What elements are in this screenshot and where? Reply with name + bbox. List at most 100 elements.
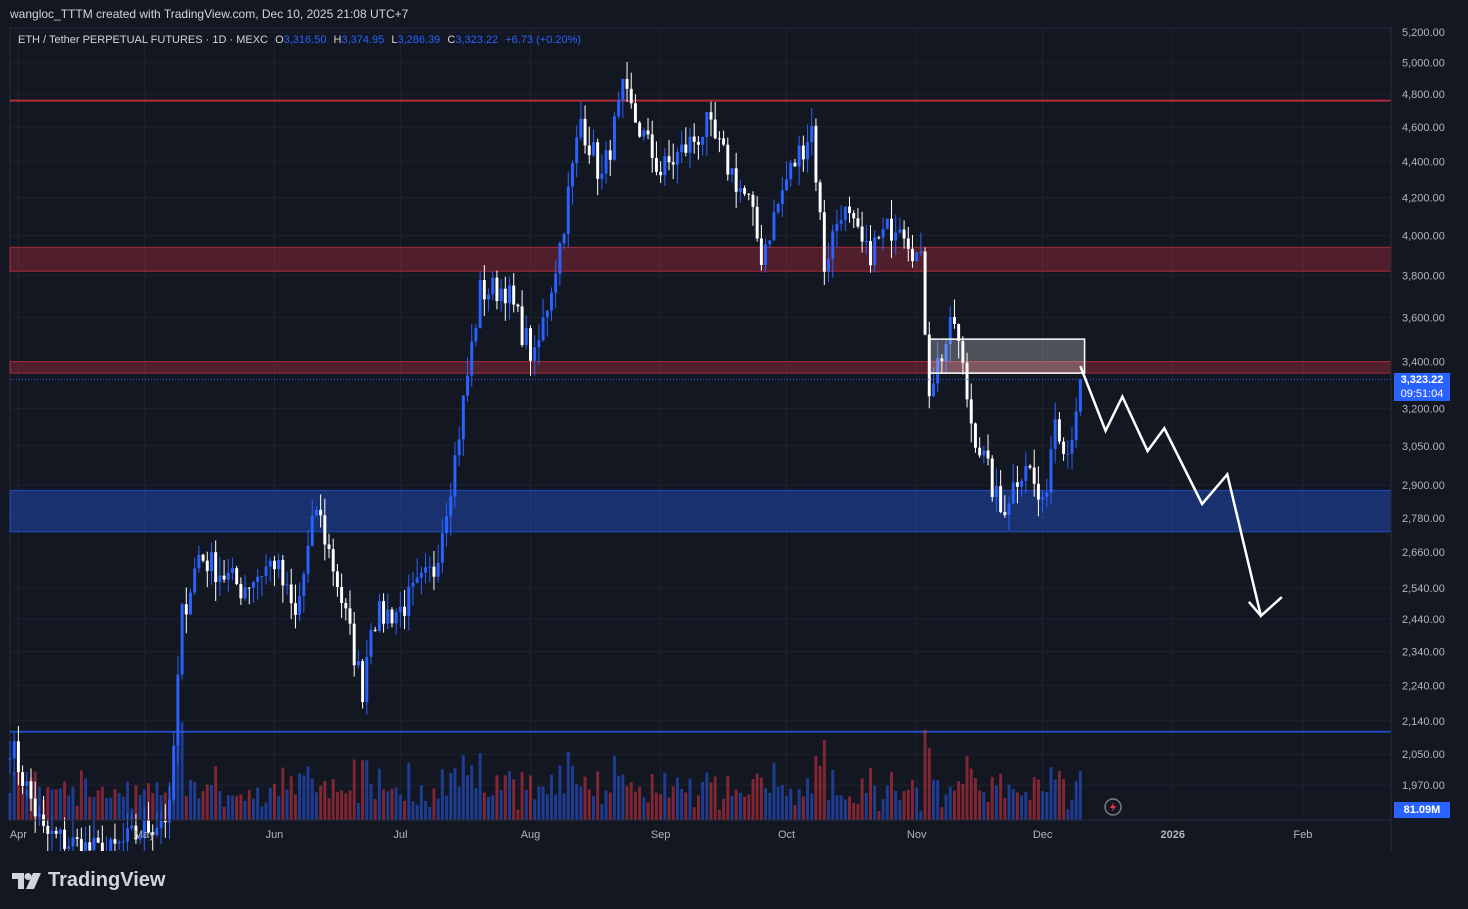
- y-tick-label: 3,800.00: [1402, 270, 1445, 282]
- y-tick-label: 4,800.00: [1402, 89, 1445, 101]
- candle-body: [306, 545, 310, 574]
- candle-body: [445, 516, 449, 534]
- y-tick-label: 5,200.00: [1402, 27, 1445, 39]
- volume-bar: [579, 786, 583, 820]
- volume-bar: [759, 777, 763, 820]
- tradingview-logo[interactable]: TradingView: [12, 869, 165, 892]
- volume-bar: [835, 795, 839, 820]
- volume-bar: [587, 789, 591, 820]
- volume-bar: [508, 771, 511, 820]
- volume-bar: [881, 799, 885, 820]
- candle-body: [151, 832, 155, 836]
- volume-bar: [184, 795, 188, 820]
- candle-body: [1066, 453, 1070, 455]
- candle-body: [503, 288, 507, 304]
- candle-body: [356, 661, 360, 666]
- candle-body: [293, 603, 297, 615]
- volume-bar: [990, 776, 994, 820]
- volume-bar: [159, 795, 163, 820]
- bar-countdown: 09:51:04: [1400, 388, 1444, 400]
- volume-bar: [373, 799, 377, 820]
- volume-bar: [856, 804, 860, 820]
- volume-bar: [239, 794, 243, 820]
- candle-body: [663, 156, 667, 176]
- volume-bar: [663, 772, 667, 820]
- candle-body: [1020, 480, 1024, 487]
- volume-bar: [1078, 770, 1082, 820]
- volume-bar: [449, 772, 453, 820]
- volume-bar: [646, 802, 650, 820]
- volume-bar: [499, 790, 503, 820]
- y-tick-label: 4,400.00: [1402, 157, 1445, 169]
- volume-value: 81.09M: [1403, 804, 1441, 816]
- volume-bar: [843, 799, 847, 820]
- candle-body: [172, 745, 176, 800]
- candle-body: [696, 141, 700, 145]
- candle-body: [453, 455, 457, 497]
- candle-body: [1024, 465, 1028, 481]
- volume-bar: [436, 798, 440, 820]
- volume-bar: [927, 748, 931, 820]
- candle-body: [814, 125, 818, 183]
- volume-bar: [247, 789, 251, 820]
- candle-body: [701, 137, 705, 145]
- candle-body: [608, 150, 612, 160]
- volume-bar: [293, 794, 297, 820]
- price-chart[interactable]: 5,200.00 5,000.00 4,800.00 4,600.00 4,400.00…: [0, 0, 1468, 851]
- volume-bar: [827, 800, 830, 820]
- candle-body: [961, 341, 965, 363]
- volume-bar: [801, 796, 805, 820]
- candle-body: [709, 112, 713, 120]
- candle-body: [638, 122, 642, 137]
- candle-body: [650, 134, 654, 159]
- volume-bar: [1020, 795, 1024, 820]
- candle-body: [12, 741, 16, 759]
- y-tick-label: 4,600.00: [1402, 122, 1445, 134]
- volume-bar: [961, 783, 965, 820]
- candle-body: [646, 130, 650, 135]
- volume-bar: [503, 775, 507, 820]
- candle-body: [545, 310, 549, 318]
- candle-body: [386, 609, 390, 624]
- candle-body: [537, 340, 541, 348]
- volume-bar: [1057, 770, 1061, 820]
- volume-bar: [340, 790, 344, 820]
- y-tick-label: 2,540.00: [1402, 583, 1445, 595]
- projection-arrowhead: [1247, 601, 1262, 617]
- volume-bar: [428, 806, 432, 820]
- y-tick-label: 3,200.00: [1402, 404, 1445, 416]
- candle-body: [25, 781, 29, 786]
- volume-bar: [218, 791, 222, 820]
- volume-bar: [440, 769, 444, 820]
- volume-bar: [63, 781, 67, 820]
- volume-bar: [1070, 799, 1074, 820]
- candle-body: [16, 741, 20, 773]
- volume-bar: [474, 788, 478, 820]
- candle-body: [654, 158, 658, 172]
- candle-body: [562, 234, 566, 244]
- plot-area: [9, 27, 1392, 821]
- volume-bar: [390, 788, 394, 820]
- volume-bar: [797, 789, 801, 820]
- candle-body: [860, 226, 864, 242]
- volume-bar: [461, 755, 465, 820]
- volume-bar: [604, 790, 608, 820]
- candle-body: [827, 258, 830, 272]
- projection-path: [1079, 365, 1283, 619]
- candle-body: [394, 612, 398, 624]
- candle-body: [113, 839, 117, 844]
- volume-bar: [348, 790, 352, 820]
- volume-bar: [919, 811, 923, 820]
- candle-body: [189, 592, 192, 615]
- candle-body: [440, 533, 444, 563]
- volume-bar: [75, 805, 79, 820]
- volume-bar: [310, 778, 314, 820]
- volume-bar: [12, 772, 16, 820]
- volume-bar: [327, 798, 331, 820]
- candle-body: [969, 399, 973, 424]
- y-tick-label: 2,660.00: [1402, 547, 1445, 559]
- close-label: C: [447, 34, 456, 46]
- candle-body: [142, 819, 146, 838]
- volume-bar: [1053, 779, 1057, 820]
- y-tick-label: 2,140.00: [1402, 716, 1445, 728]
